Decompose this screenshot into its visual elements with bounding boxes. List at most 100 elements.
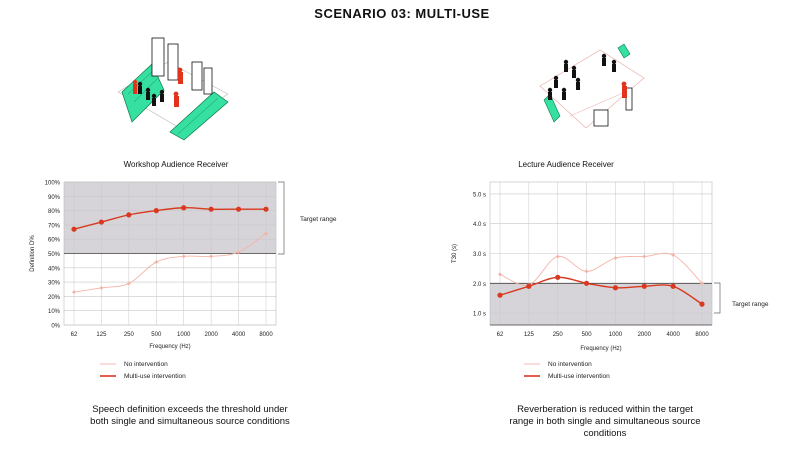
y-tick-label: 70% [48,223,61,229]
data-point-multi-use [555,274,561,280]
caption-lecture: Reverberation is reduced within the targ… [455,404,755,440]
data-point-no-intervention [99,285,104,290]
target-range-label: Target range [732,301,769,308]
x-tick-label: 250 [553,332,564,338]
speaker-figures [132,67,183,107]
y-tick-label: 5.0 s [473,192,486,198]
y-tick-label: 50% [48,252,61,258]
data-point-multi-use [670,283,676,289]
partition-1 [151,37,165,77]
data-point-no-intervention [72,290,76,295]
x-tick-label: 8000 [259,332,273,338]
y-tick-label: 40% [48,266,61,272]
lecture-illustration [539,43,645,129]
target-range-bracket [714,282,721,314]
audience-figures [547,53,617,100]
y-tick-label: 90% [48,195,61,201]
data-point-no-intervention [584,269,589,274]
data-point-multi-use [71,226,77,232]
partition-3 [191,61,203,91]
page-title: SCENARIO 03: MULTI-USE [314,6,490,21]
x-tick-label: 500 [582,332,593,338]
x-tick-label: 2000 [638,332,652,338]
legend-label: No intervention [124,361,168,368]
x-tick-label: 62 [497,332,504,338]
x-tick-label: 2000 [204,332,218,338]
partition-2 [167,43,179,81]
y-tick-label: 100% [45,181,61,187]
data-point-multi-use [235,206,242,212]
data-point-no-intervention [700,281,704,286]
legend-label: Multi-use intervention [124,373,186,380]
data-point-no-intervention [555,254,560,259]
y-axis-label: T30 (s) [452,244,458,263]
data-point-no-intervention [181,254,186,259]
x-tick-label: 125 [96,332,107,338]
y-tick-label: 0% [51,324,60,330]
caption-line: conditions [583,428,627,439]
y-tick-label: 10% [48,309,61,315]
x-axis-label: Frequency (Hz) [149,344,190,350]
x-tick-label: 250 [124,332,135,338]
caption-line: both single and simultaneous source cond… [90,416,290,427]
data-point-multi-use [641,283,647,289]
caption-line: range in both single and simultaneous so… [509,416,701,427]
data-point-multi-use [153,208,159,214]
legend-label: Multi-use intervention [548,373,610,380]
data-point-multi-use [181,205,187,211]
workshop-chart: 0% 10% 20% 30% 40% 50% 60% 70% 80% 90% 100% 62 125 25… [30,181,337,381]
series-line-no-intervention [73,233,267,293]
data-point-multi-use [126,212,132,218]
data-point-multi-use [497,292,503,298]
data-point-multi-use [583,280,590,286]
x-tick-label: 4000 [666,332,680,338]
workshop-illustration [117,37,229,141]
y-tick-label: 3.0 s [473,252,486,258]
data-point-multi-use [526,283,532,289]
y-tick-label: 20% [48,295,61,301]
caption-workshop: Speech definition exceeds the threshold … [40,404,340,428]
x-tick-label: 1000 [177,332,191,338]
y-tick-label: 2.0 s [473,282,486,288]
x-tick-label: 125 [524,332,535,338]
x-tick-label: 62 [71,332,78,338]
wall-segment [593,109,609,127]
floor-outline [539,49,645,129]
y-tick-label: 1.0 s [473,312,486,318]
lecture-chart: 1.0 s 2.0 s 3.0 s 4.0 s 5.0 s 62 125 250 500 1000… [452,181,769,380]
x-tick-label: 500 [151,332,162,338]
green-panel-top [617,43,631,59]
chart-title-lecture: Lecture Audience Receiver [518,160,614,169]
data-point-no-intervention [126,281,131,286]
caption-line: Reverberation is reduced within the targ… [517,404,693,415]
y-axis-label: Definition D% [30,235,36,272]
caption-line: Speech definition exceeds the threshold … [92,404,288,415]
partition-4 [203,67,213,95]
y-tick-label: 30% [48,281,61,287]
lectern [625,87,633,111]
legend-label: No intervention [548,361,592,368]
x-tick-label: 1000 [609,332,623,338]
data-point-no-intervention [642,254,647,259]
data-point-multi-use [699,301,705,307]
x-tick-label: 8000 [695,332,709,338]
data-point-multi-use [208,206,214,212]
data-point-no-intervention [209,254,214,259]
y-tick-label: 80% [48,209,61,215]
series-line-no-intervention [499,252,703,286]
data-point-multi-use [612,285,619,291]
audience-figures [137,81,165,106]
y-tick-label: 60% [48,238,61,244]
data-point-multi-use [98,219,105,225]
target-range-label: Target range [300,216,337,223]
target-range-band [64,182,276,254]
data-point-no-intervention [154,260,159,265]
data-point-multi-use [263,206,269,212]
y-tick-label: 4.0 s [473,222,486,228]
target-range-band [490,283,712,325]
data-point-no-intervention [613,255,618,260]
data-point-no-intervention [671,252,676,257]
speaker-figure [621,81,627,98]
data-point-no-intervention [236,250,241,255]
x-axis-label: Frequency (Hz) [580,346,621,352]
